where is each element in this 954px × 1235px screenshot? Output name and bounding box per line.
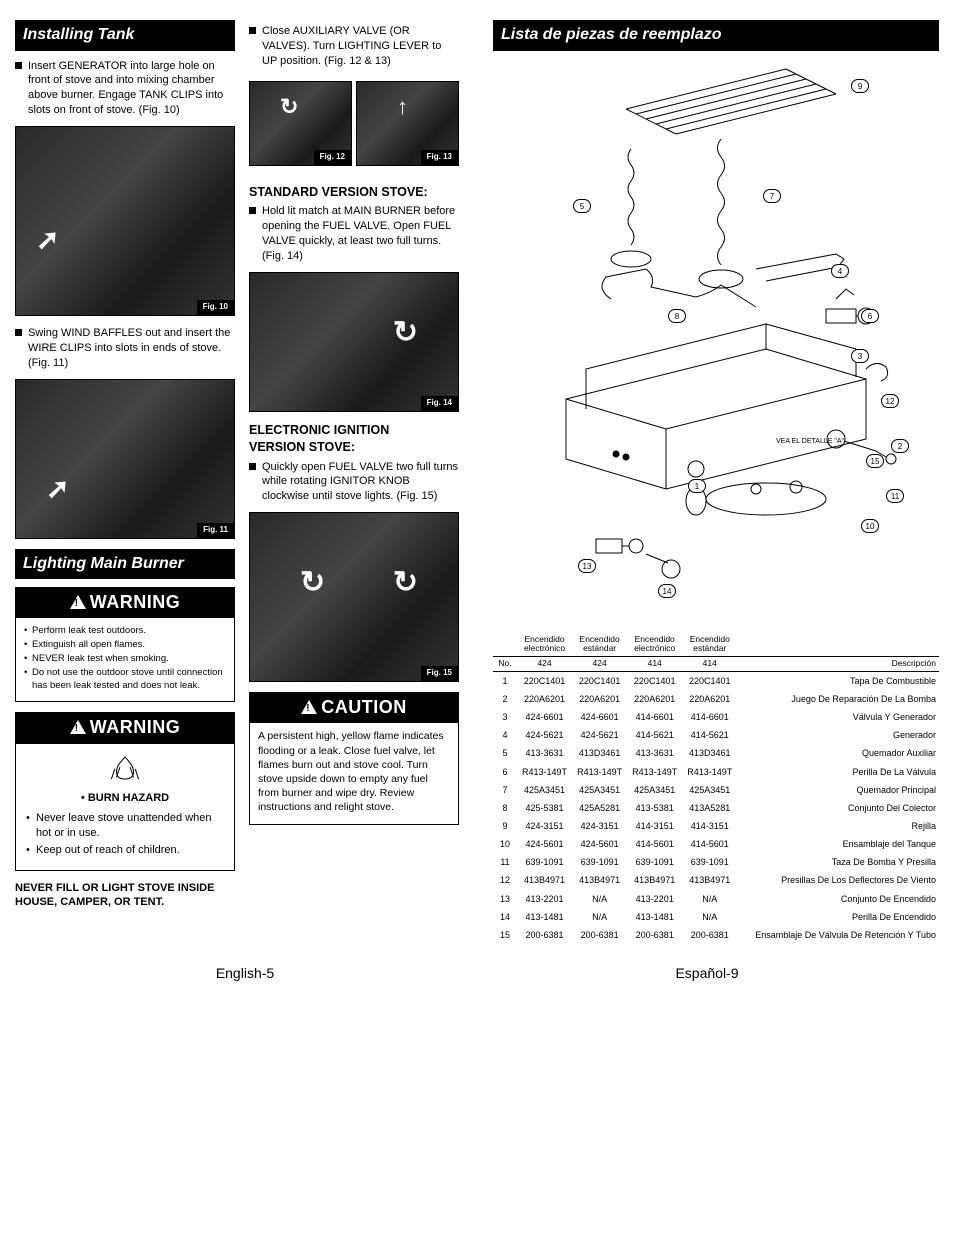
spanish-section: Lista de piezas de reemplazo xyxy=(493,20,939,944)
warning-box-2: WARNING • BURN HAZARD Never leave stove … xyxy=(15,712,235,871)
warning-box-1: WARNING Perform leak test outdoors. Exti… xyxy=(15,587,235,702)
standard-version-p: Hold lit match at MAIN BURNER before ope… xyxy=(249,204,459,263)
warning-list: Perform leak test outdoors. Extinguish a… xyxy=(24,625,226,692)
figure-14: ↻ Fig. 14 xyxy=(249,272,459,412)
rotate-arrow-icon: ↻ xyxy=(393,313,418,354)
arrow-icon: ➚ xyxy=(36,221,59,259)
callout-7: 7 xyxy=(763,189,781,203)
warning-triangle-icon xyxy=(70,595,86,609)
callout-9: 9 xyxy=(851,79,869,93)
warning-body: • BURN HAZARD Never leave stove unattend… xyxy=(16,744,234,870)
flame-icon xyxy=(26,754,224,787)
lista-piezas-header: Lista de piezas de reemplazo xyxy=(493,20,939,51)
fig-label: Fig. 13 xyxy=(421,150,458,165)
page-footer: English-5 Español-9 xyxy=(15,964,939,983)
warning-header: WARNING xyxy=(16,588,234,618)
rotate-arrow-icon: ↻ xyxy=(280,92,298,122)
lighting-header: Lighting Main Burner xyxy=(15,549,235,580)
english-section: Installing Tank Insert GENERATOR into la… xyxy=(15,20,475,944)
bullet-icon xyxy=(249,463,256,470)
callout-12: 12 xyxy=(881,394,899,408)
table-row: 2220A6201220A6201220A6201220A6201Juego D… xyxy=(493,690,939,708)
warning-body: Perform leak test outdoors. Extinguish a… xyxy=(16,618,234,701)
warning-triangle-icon xyxy=(301,700,317,714)
callout-3: 3 xyxy=(851,349,869,363)
electronic-head-2: VERSION STOVE: xyxy=(249,439,459,456)
footer-right: Español-9 xyxy=(475,964,939,983)
callout-11: 11 xyxy=(886,489,904,503)
footer-left: English-5 xyxy=(15,964,475,983)
install-p2: Swing WIND BAFFLES out and insert the WI… xyxy=(15,326,235,371)
bullet-icon xyxy=(15,329,22,336)
fig-label: Fig. 12 xyxy=(314,150,351,165)
caution-body: A persistent high, yellow flame indicate… xyxy=(250,723,458,824)
callout-5: 5 xyxy=(573,199,591,213)
table-row: 1220C1401220C1401220C1401220C1401Tapa De… xyxy=(493,671,939,690)
callout-1: 1 xyxy=(688,479,706,493)
callout-14: 14 xyxy=(658,584,676,598)
table-row: 9424-3151424-3151414-3151414-3151Rejilla xyxy=(493,817,939,835)
standard-version-head: STANDARD VERSION STOVE: xyxy=(249,184,459,201)
table-row: 3424-6601424-6601414-6601414-6601Válvula… xyxy=(493,708,939,726)
figure-13: ↑ Fig. 13 xyxy=(356,81,459,166)
table-row: 12413B4971413B4971413B4971413B4971Presil… xyxy=(493,871,939,889)
table-body: 1220C1401220C1401220C1401220C1401Tapa De… xyxy=(493,671,939,944)
caution-header: CAUTION xyxy=(250,693,458,723)
table-row: 6R413-149TR413-149TR413-149TR413-149TPer… xyxy=(493,763,939,781)
electronic-head-1: ELECTRONIC IGNITION xyxy=(249,422,459,439)
close-aux-p: Close AUXILIARY VALVE (OR VALVES). Turn … xyxy=(249,24,459,69)
column-2: Close AUXILIARY VALVE (OR VALVES). Turn … xyxy=(249,20,459,944)
page-layout: Installing Tank Insert GENERATOR into la… xyxy=(15,20,939,944)
fig-label: Fig. 10 xyxy=(197,300,234,315)
figure-12-13-pair: ↻ Fig. 12 ↑ Fig. 13 xyxy=(249,77,459,176)
table-row: 11639-1091639-1091639-1091639-1091Taza D… xyxy=(493,853,939,871)
figure-15: ↻ ↻ Fig. 15 xyxy=(249,512,459,682)
warning-triangle-icon xyxy=(70,720,86,734)
figure-10: ➚ Fig. 10 xyxy=(15,126,235,316)
install-p1: Insert GENERATOR into large hole on fron… xyxy=(15,59,235,118)
table-row: 8425-5381425A5281413-5381413A5281Conjunt… xyxy=(493,799,939,817)
table-header: Encendidoelectrónico Encendidoestándar E… xyxy=(493,633,939,672)
table-row: 15200-6381200-6381200-6381200-6381Ensamb… xyxy=(493,926,939,944)
caution-box: CAUTION A persistent high, yellow flame … xyxy=(249,692,459,825)
fig-label: Fig. 14 xyxy=(421,396,458,411)
arrow-icon: ➚ xyxy=(46,470,69,508)
callout-2: 2 xyxy=(891,439,909,453)
callout-10: 10 xyxy=(861,519,879,533)
table-row: 14413-1481N/A413-1481N/APerilla De Encen… xyxy=(493,908,939,926)
table-row: 7425A3451425A3451425A3451425A3451Quemado… xyxy=(493,781,939,799)
bullet-icon xyxy=(249,27,256,34)
callout-8: 8 xyxy=(668,309,686,323)
callout-6: 6 xyxy=(861,309,879,323)
parts-table: Encendidoelectrónico Encendidoestándar E… xyxy=(493,633,939,944)
fig-label: Fig. 15 xyxy=(421,666,458,681)
installing-tank-header: Installing Tank xyxy=(15,20,235,51)
table-row: 5413-3631413D3461413-3631413D3461Quemado… xyxy=(493,744,939,762)
rotate-arrow-icon: ↻ xyxy=(300,563,325,604)
exploded-diagram: 9 5 7 4 8 6 3 12 2 15 11 10 1 13 14 VEA … xyxy=(493,59,939,619)
callout-13: 13 xyxy=(578,559,596,573)
callout-4: 4 xyxy=(831,264,849,278)
never-fill-warning: NEVER FILL OR LIGHT STOVE INSIDE HOUSE, … xyxy=(15,881,235,910)
detail-a-label: VEA EL DETALLE "A" xyxy=(776,437,844,446)
up-arrow-icon: ↑ xyxy=(397,92,408,122)
warning-list: Never leave stove unattended when hot or… xyxy=(26,811,224,858)
figure-12: ↻ Fig. 12 xyxy=(249,81,352,166)
bullet-icon xyxy=(15,62,22,69)
electronic-p: Quickly open FUEL VALVE two full turns w… xyxy=(249,460,459,505)
table-row: 13413-2201N/A413-2201N/AConjunto De Ence… xyxy=(493,890,939,908)
column-1: Installing Tank Insert GENERATOR into la… xyxy=(15,20,235,944)
burn-hazard-label: • BURN HAZARD xyxy=(26,791,224,806)
table-row: 10424-5601424-5601414-5601414-5601Ensamb… xyxy=(493,835,939,853)
figure-11: ➚ Fig. 11 xyxy=(15,379,235,539)
rotate-arrow-icon: ↻ xyxy=(393,563,418,604)
diagram-svg xyxy=(493,59,939,619)
fig-label: Fig. 11 xyxy=(197,523,234,538)
bullet-icon xyxy=(249,207,256,214)
table-row: 4424-5621424-5621414-5621414-5621Generad… xyxy=(493,726,939,744)
warning-header: WARNING xyxy=(16,713,234,743)
callout-15: 15 xyxy=(866,454,884,468)
